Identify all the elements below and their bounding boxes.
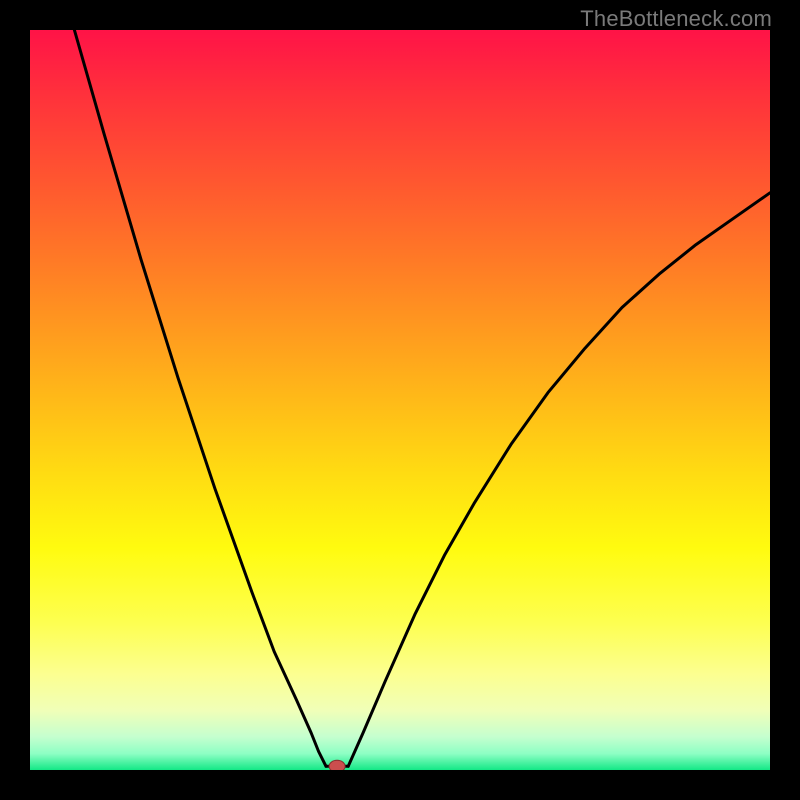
bottleneck-chart: TheBottleneck.com [0,0,800,800]
plot-background [30,30,770,770]
chart-svg [0,0,800,800]
watermark-text: TheBottleneck.com [580,6,772,32]
